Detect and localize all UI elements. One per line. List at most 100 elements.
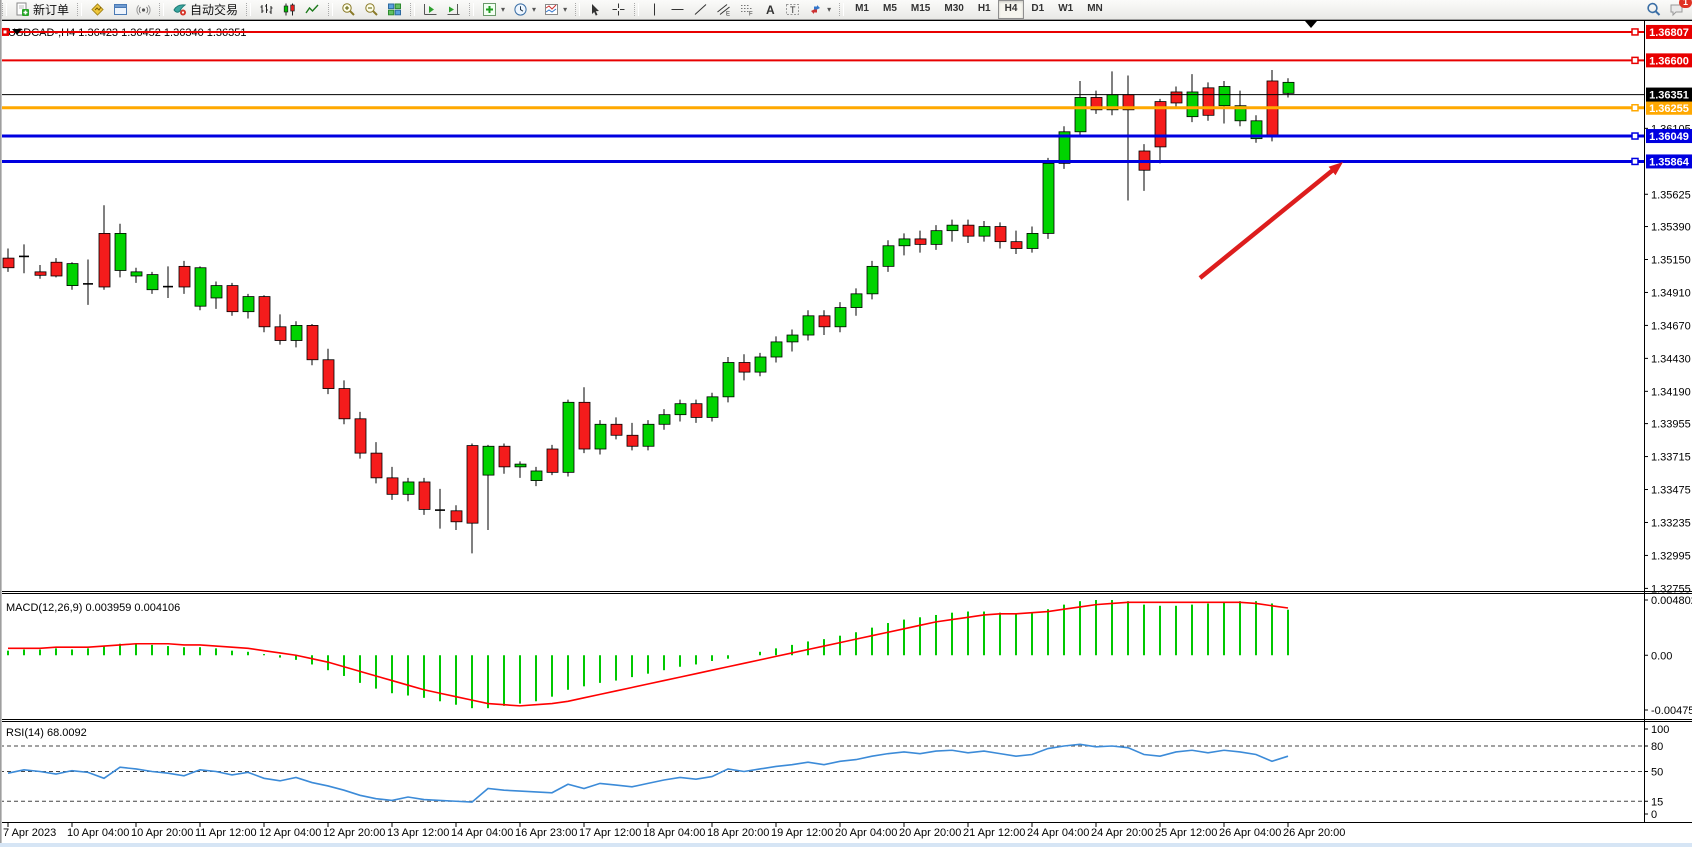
candle xyxy=(898,238,911,247)
label-button[interactable]: T xyxy=(781,0,804,19)
text-button[interactable]: A xyxy=(758,0,781,19)
timeframe-d1-button[interactable]: D1 xyxy=(1031,3,1045,14)
linechart-icon xyxy=(305,2,320,17)
vertical-line-button[interactable] xyxy=(643,0,666,19)
candle xyxy=(1282,81,1295,94)
chart-shift-marker-icon[interactable] xyxy=(1305,21,1317,28)
time-axis[interactable]: 7 Apr 2023 10 Apr 04:00 10 Apr 20:00 11 Apr… xyxy=(3,823,1345,839)
chart-shift-button[interactable] xyxy=(442,0,465,19)
candle xyxy=(274,326,287,341)
price-tick-label: 1.33235 xyxy=(1651,517,1691,529)
candle xyxy=(418,481,431,510)
price-line-label[interactable] xyxy=(1646,87,1692,102)
candle xyxy=(290,325,303,341)
line-anchor-marker xyxy=(1631,56,1639,65)
candle xyxy=(130,271,143,277)
candle xyxy=(770,341,783,358)
candle xyxy=(482,445,495,476)
macd-signal-line xyxy=(8,601,1289,707)
time-axis-label: 10 Apr 04:00 xyxy=(67,827,129,839)
timeframe-h4-button[interactable]: H4 xyxy=(997,0,1025,19)
zoom-in-button[interactable] xyxy=(337,0,360,19)
horizontal-lines[interactable]: 1.36807 1.36600 1.36255 1.36049 1.35864 1.363… xyxy=(0,24,1692,169)
window-left-border xyxy=(0,0,2,847)
equidistant-channel-button[interactable]: E xyxy=(712,0,735,19)
line-anchor-marker xyxy=(1631,28,1639,36)
time-axis-label: 16 Apr 23:00 xyxy=(515,827,577,839)
svg-text:1.35864: 1.35864 xyxy=(1649,156,1690,168)
candle-chart-button[interactable] xyxy=(278,0,301,19)
market-watch-button[interactable] xyxy=(86,0,109,19)
candle xyxy=(738,362,751,373)
line-anchor-marker xyxy=(1631,104,1639,112)
time-axis-label: 7 Apr 2023 xyxy=(3,827,56,839)
arrows-button[interactable]: ▾ xyxy=(804,0,835,19)
chart-area[interactable]: 0.004802 0.00 -0.004758 100 80 50 150 USDCAD-,… xyxy=(0,19,1692,847)
rsi-label: RSI(14) 68.0092 xyxy=(6,727,87,739)
price-line-label[interactable] xyxy=(1646,100,1692,115)
cursor-button[interactable] xyxy=(584,0,607,19)
price-line-label[interactable] xyxy=(1646,53,1692,68)
periods-button[interactable]: ▾ xyxy=(509,0,540,19)
autotrading-button[interactable]: 自动交易 xyxy=(168,0,242,19)
candle xyxy=(802,315,815,336)
vline-icon xyxy=(647,2,662,17)
tools-group: ▾ ▾ ▾ xyxy=(476,0,573,19)
data-window-button[interactable] xyxy=(109,0,132,19)
timeframe-m5-button[interactable]: M5 xyxy=(883,3,897,14)
labelT-icon: T xyxy=(785,2,800,17)
toolbar-separator xyxy=(246,3,252,16)
line-chart-button[interactable] xyxy=(301,0,324,19)
timeframe-mn-button[interactable]: MN xyxy=(1087,3,1103,14)
trendline-button[interactable] xyxy=(689,0,712,19)
new-order-button[interactable]: 新订单 xyxy=(11,0,73,19)
bar-chart-button[interactable] xyxy=(255,0,278,19)
chart-canvas[interactable]: 0.004802 0.00 -0.004758 100 80 50 150 USDCAD-,… xyxy=(0,19,1692,847)
bars-icon xyxy=(259,2,274,17)
crosshair-button[interactable] xyxy=(607,0,630,19)
auto-scroll-button[interactable] xyxy=(419,0,442,19)
price-tick-label: 1.35625 xyxy=(1651,189,1691,201)
candle xyxy=(994,226,1007,243)
toolbar-separator xyxy=(410,3,416,16)
macd-tick-label: 0.00 xyxy=(1651,650,1672,662)
price-line-label[interactable] xyxy=(1646,154,1692,169)
price-line-label[interactable] xyxy=(1646,129,1692,144)
fibonacci-button[interactable]: F xyxy=(735,0,758,19)
chart-overlay-layer: 1.361051.356251.353901.351501.349101.346… xyxy=(0,21,1692,839)
time-axis-label: 10 Apr 20:00 xyxy=(131,827,193,839)
templates-button[interactable]: ▾ xyxy=(540,0,571,19)
candle xyxy=(882,245,895,267)
price-tick-label: 1.32995 xyxy=(1651,550,1691,562)
timeframe-m1-button[interactable]: M1 xyxy=(855,3,869,14)
zoom-out-button[interactable] xyxy=(360,0,383,19)
candle xyxy=(930,230,943,245)
navigator-button[interactable] xyxy=(132,0,155,19)
horizontal-line-button[interactable] xyxy=(666,0,689,19)
price-tick-label: 1.33475 xyxy=(1651,485,1691,497)
toolbar-separator xyxy=(2,3,7,16)
timeframe-m30-button[interactable]: M30 xyxy=(944,3,964,14)
template-icon xyxy=(544,2,559,17)
chevron-down-icon: ▾ xyxy=(827,5,832,14)
time-axis-label: 14 Apr 04:00 xyxy=(451,827,513,839)
channel-icon: E xyxy=(716,2,731,17)
timeframe-m15-button[interactable]: M15 xyxy=(910,3,931,14)
indicators-button[interactable]: ▾ xyxy=(478,0,509,19)
tile-windows-button[interactable] xyxy=(383,0,406,19)
rsi-tick-label: 80 xyxy=(1651,741,1663,753)
search-button[interactable] xyxy=(1642,0,1665,19)
trend-arrow[interactable] xyxy=(1198,162,1343,280)
timeframe-h1-button[interactable]: H1 xyxy=(977,3,991,14)
candle xyxy=(834,307,847,328)
price-tick-label: 1.34910 xyxy=(1651,287,1691,299)
time-axis-label: 19 Apr 12:00 xyxy=(771,827,833,839)
price-line-label[interactable] xyxy=(1646,24,1692,39)
chart-content-layer: 0.004802 0.00 -0.004758 100 80 50 150 xyxy=(0,20,1692,844)
chat-button[interactable]: 1 xyxy=(1665,0,1692,19)
candle xyxy=(674,403,687,416)
timeframe-w1-button[interactable]: W1 xyxy=(1058,3,1074,14)
price-axis[interactable]: 1.361051.356251.353901.351501.349101.346… xyxy=(1644,123,1691,595)
candle xyxy=(322,359,335,389)
